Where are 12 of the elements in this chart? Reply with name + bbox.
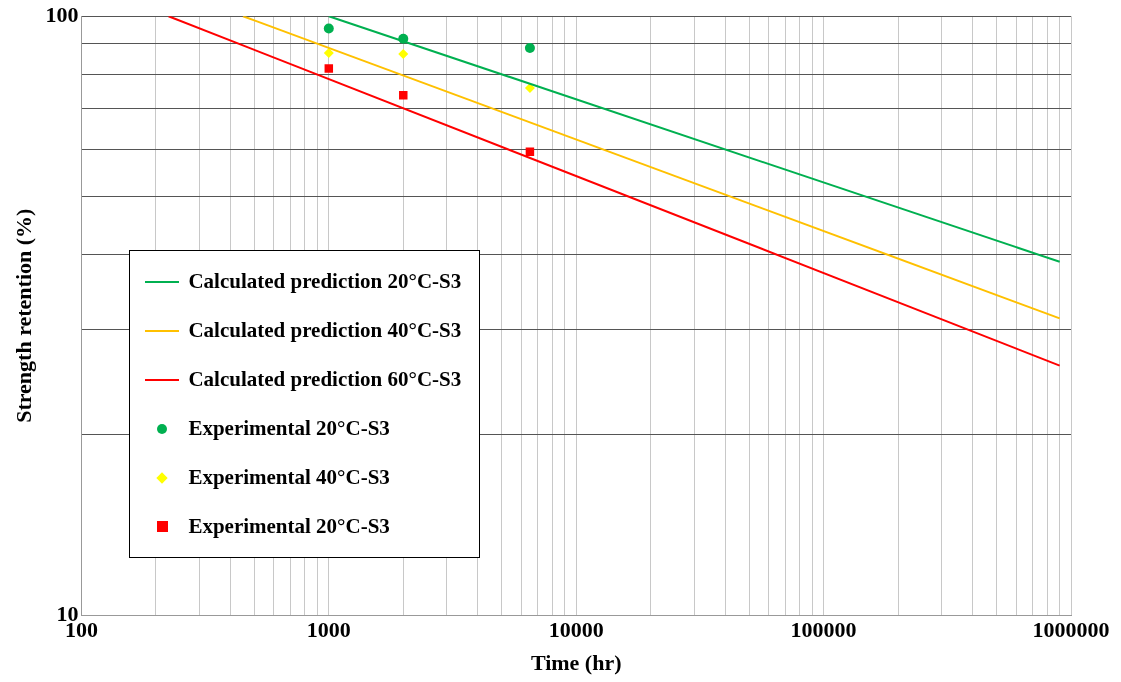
legend-label: Calculated prediction 40°C-S3	[188, 318, 462, 344]
legend-label: Calculated prediction 60°C-S3	[188, 367, 462, 393]
x-tick-label: 1000	[306, 617, 351, 643]
legend-label: Experimental 20°C-S3	[188, 416, 390, 442]
x-tick-label: 10000	[548, 617, 604, 643]
legend-label: Calculated prediction 20°C-S3	[188, 269, 462, 295]
legend-label: Experimental 20°C-S3	[188, 514, 390, 540]
legend-label: Experimental 40°C-S3	[188, 465, 390, 491]
x-axis-title: Time (hr)	[530, 650, 622, 676]
x-tick-label: 100000	[790, 617, 857, 643]
y-axis-title: Strength retention (%)	[10, 208, 36, 423]
x-tick-label: 1000000	[1032, 617, 1110, 643]
